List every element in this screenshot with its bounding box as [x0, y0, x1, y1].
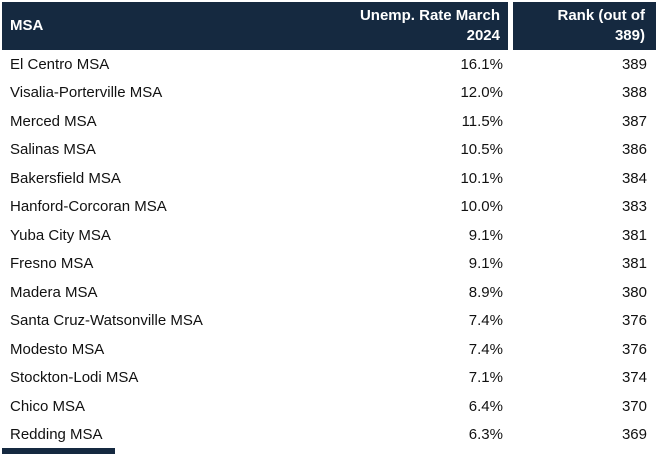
unemp-rate-cell: 11.5%: [461, 112, 503, 130]
msa-name-cell: Santa Cruz-Watsonville MSA: [10, 312, 203, 330]
table-row: Modesto MSA 7.4% 376: [2, 335, 656, 364]
msa-name-cell: Merced MSA: [10, 112, 97, 130]
cropped-next-table-header-bar: [2, 448, 115, 454]
table-row: Visalia-Porterville MSA 12.0% 388: [2, 79, 656, 108]
unemp-rate-cell: 6.4%: [468, 397, 503, 415]
table-row: Merced MSA 11.5% 387: [2, 107, 656, 136]
table-row: Salinas MSA 10.5% 386: [2, 136, 656, 165]
table-row: El Centro MSA 16.1% 389: [2, 50, 656, 79]
rank-cell: 376: [621, 340, 647, 358]
table-row: Yuba City MSA 9.1% 381: [2, 221, 656, 250]
msa-name-cell: Bakersfield MSA: [10, 169, 121, 187]
column-header-msa: MSA: [10, 17, 44, 34]
rank-cell: 386: [621, 141, 647, 159]
msa-name-cell: Chico MSA: [10, 397, 86, 415]
column-header-unemp-rate: Unemp. Rate March 2024: [359, 7, 500, 44]
table-header-row: MSA Unemp. Rate March 2024 Rank (out of …: [2, 2, 656, 50]
unemp-rate-cell: 9.1%: [468, 226, 503, 244]
msa-name-cell: Madera MSA: [10, 283, 98, 301]
unemp-rate-cell: 10.0%: [460, 198, 503, 216]
unemp-rate-cell: 12.0%: [460, 84, 503, 102]
unemp-rate-cell: 10.1%: [460, 169, 503, 187]
unemp-rate-cell: 9.1%: [468, 255, 503, 273]
rank-cell: 380: [621, 283, 647, 301]
table-row: Stockton-Lodi MSA 7.1% 374: [2, 364, 656, 393]
rank-cell: 369: [621, 426, 647, 444]
rank-cell: 384: [621, 169, 647, 187]
msa-name-cell: Hanford-Corcoran MSA: [10, 198, 167, 216]
unemp-rate-cell: 7.4%: [468, 340, 503, 358]
rank-cell: 374: [621, 369, 647, 387]
rank-cell: 381: [621, 255, 647, 273]
table-body: El Centro MSA 16.1% 389 Visalia-Porterville…: [2, 50, 656, 449]
header-cell-msa-unemp: MSA Unemp. Rate March 2024: [2, 2, 508, 50]
table-row: Redding MSA 6.3% 369: [2, 421, 656, 450]
msa-name-cell: Redding MSA: [10, 426, 103, 444]
rank-cell: 389: [621, 55, 647, 73]
table-row: Fresno MSA 9.1% 381: [2, 250, 656, 279]
msa-name-cell: Salinas MSA: [10, 141, 96, 159]
header-cell-rank: Rank (out of 389): [513, 2, 656, 50]
rank-cell: 383: [621, 198, 647, 216]
header-cell-divider: [508, 2, 513, 50]
rank-cell: 370: [621, 397, 647, 415]
table-row: Santa Cruz-Watsonville MSA 7.4% 376: [2, 307, 656, 336]
rank-cell: 376: [621, 312, 647, 330]
msa-name-cell: Yuba City MSA: [10, 226, 111, 244]
unemp-rate-cell: 7.4%: [468, 312, 503, 330]
msa-name-cell: Fresno MSA: [10, 255, 94, 273]
msa-name-cell: Modesto MSA: [10, 340, 105, 358]
unemp-rate-cell: 10.5%: [460, 141, 503, 159]
column-header-rank: Rank (out of 389): [557, 7, 646, 44]
rank-cell: 381: [621, 226, 647, 244]
unemp-rate-cell: 8.9%: [468, 283, 503, 301]
rank-cell: 387: [621, 112, 647, 130]
msa-name-cell: Visalia-Porterville MSA: [10, 84, 163, 102]
table-row: Bakersfield MSA 10.1% 384: [2, 164, 656, 193]
rank-cell: 388: [621, 84, 647, 102]
msa-name-cell: Stockton-Lodi MSA: [10, 369, 139, 387]
table-row: Chico MSA 6.4% 370: [2, 392, 656, 421]
unemp-rate-cell: 16.1%: [460, 55, 503, 73]
msa-name-cell: El Centro MSA: [10, 55, 110, 73]
unemp-rate-cell: 6.3%: [468, 426, 503, 444]
unemp-rate-cell: 7.1%: [468, 369, 503, 387]
table-row: Madera MSA 8.9% 380: [2, 278, 656, 307]
table-row: Hanford-Corcoran MSA 10.0% 383: [2, 193, 656, 222]
